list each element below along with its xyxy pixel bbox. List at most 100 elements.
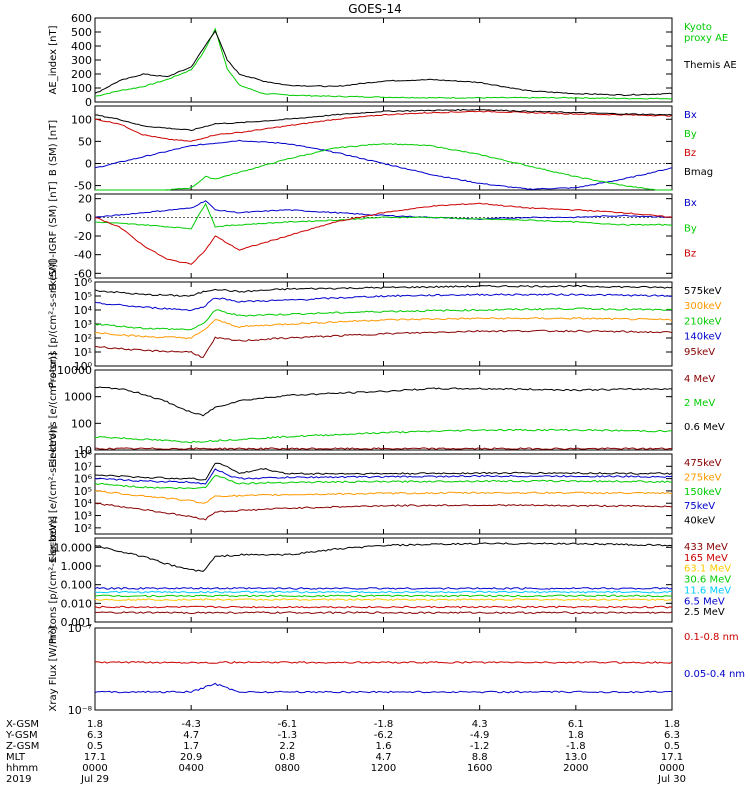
legend-label: Bz [684, 148, 696, 159]
footer-value: -6.1 [278, 719, 298, 730]
legend-label: proxy AE [684, 33, 728, 44]
footer-value: 6.3 [664, 730, 680, 741]
series-line [94, 542, 673, 572]
y-tick-label: 100 [71, 113, 92, 126]
series-line [94, 490, 673, 504]
series-line [94, 29, 673, 97]
footer-row-label: Z-GSM [6, 741, 39, 752]
series-line [94, 307, 672, 331]
series-line [95, 386, 673, 417]
series-line [94, 202, 673, 265]
legend-label: 2.5 MeV [684, 607, 725, 618]
panel-frame [94, 453, 673, 535]
series-line [95, 143, 672, 191]
y-tick-label: 10⁵ [74, 485, 92, 498]
footer-value: -4.9 [470, 730, 490, 741]
y-tick-label: 100 [71, 417, 92, 430]
footer-value: 1.6 [376, 741, 392, 752]
y-tick-label: 0 [85, 157, 92, 170]
y-tick-label: 10² [74, 522, 92, 535]
footer-value: 17.1 [84, 752, 106, 763]
series-line [94, 139, 673, 191]
y-axis-label: AE_index [nT] [48, 25, 59, 94]
footer-row-label: 2019 [6, 774, 31, 785]
y-tick-label: 10⁶ [74, 473, 93, 486]
y-tick-label: 10² [74, 332, 92, 345]
plot-title: GOES-14 [348, 2, 402, 16]
footer-value: 1.8 [87, 719, 103, 730]
footer-value: 2.2 [279, 741, 295, 752]
legend-label: 165 MeV [684, 553, 728, 564]
series-line [94, 27, 673, 100]
series-line [94, 590, 673, 594]
legend-label: Bmag [684, 167, 713, 178]
footer-value: 17.1 [661, 752, 683, 763]
legend-label: 433 MeV [684, 542, 728, 553]
footer-value: 0.5 [87, 741, 103, 752]
legend-label: 210keV [684, 316, 722, 327]
legend-label: 575keV [684, 286, 722, 297]
series-line [94, 682, 672, 694]
legend-label: 0.6 MeV [684, 422, 725, 433]
footer-row-label: hhmm [6, 763, 38, 774]
footer-value: 0.5 [664, 741, 680, 752]
footer-value: 0400 [178, 763, 203, 774]
y-tick-label: 10⁸ [74, 448, 93, 461]
y-tick-label: 0.010 [61, 597, 93, 610]
y-tick-label: -60 [74, 267, 92, 280]
y-tick-label: 0.100 [61, 579, 93, 592]
series-line [94, 587, 673, 590]
footer-value: -4.3 [181, 719, 201, 730]
series-line [94, 468, 673, 485]
panel-frame [94, 627, 673, 711]
y-tick-label: 10⁷ [74, 460, 92, 473]
footer-value: Jul 29 [80, 774, 109, 785]
series-line [94, 661, 673, 664]
series-line [94, 200, 673, 221]
footer-value: 20.9 [180, 752, 202, 763]
y-axis-label: Protons [p/(cm²-s-sr-keV)] [48, 260, 59, 388]
legend-label: 30.6 MeV [684, 575, 731, 586]
y-tick-label: 10⁻⁸ [68, 704, 93, 717]
panel-frame [94, 369, 673, 451]
footer-value: -1.8 [374, 719, 394, 730]
y-tick-label: 300 [71, 54, 92, 67]
legend-label: 0.1-0.8 nm [684, 632, 739, 643]
footer-value: 1.8 [664, 719, 680, 730]
footer-row-label: MLT [6, 752, 26, 763]
legend-label: Themis AE [683, 60, 737, 71]
footer-value: 2000 [563, 763, 588, 774]
y-tick-label: 10⁶ [74, 276, 93, 289]
legend-label: Kyoto [684, 22, 712, 33]
footer-value: 4.3 [472, 719, 488, 730]
footer-value: 6.3 [87, 730, 103, 741]
legend-label: 75keV [684, 501, 715, 512]
footer-value: -6.2 [374, 730, 394, 741]
panel-frame [94, 193, 673, 279]
series-line [94, 462, 673, 481]
legend-label: 275keV [684, 472, 722, 483]
y-tick-label: 10¹ [74, 346, 92, 359]
legend-label: Bx [684, 198, 697, 209]
y-tick-label: 0 [85, 96, 92, 109]
legend-label: 95keV [684, 347, 715, 358]
y-tick-label: 0 [85, 211, 92, 224]
footer-value: 0.8 [279, 752, 295, 763]
footer-value: 0000 [82, 763, 107, 774]
footer-value: Jul 30 [657, 774, 686, 785]
footer-value: -1.2 [470, 741, 490, 752]
y-tick-label: 10⁴ [74, 304, 93, 317]
legend-label: 4 MeV [684, 374, 715, 385]
y-axis-label: B (SM)-IGRF (SM) [nT] [48, 181, 59, 290]
legend-label: 2 MeV [684, 398, 715, 409]
series-line [94, 594, 673, 598]
series-line [94, 447, 673, 451]
y-tick-label: -40 [74, 249, 92, 262]
y-tick-label: 10³ [74, 318, 92, 331]
footer-value: 13.0 [565, 752, 587, 763]
y-tick-label: 0.001 [61, 616, 93, 629]
legend-label: 300keV [684, 301, 722, 312]
y-tick-label: -20 [74, 230, 92, 243]
